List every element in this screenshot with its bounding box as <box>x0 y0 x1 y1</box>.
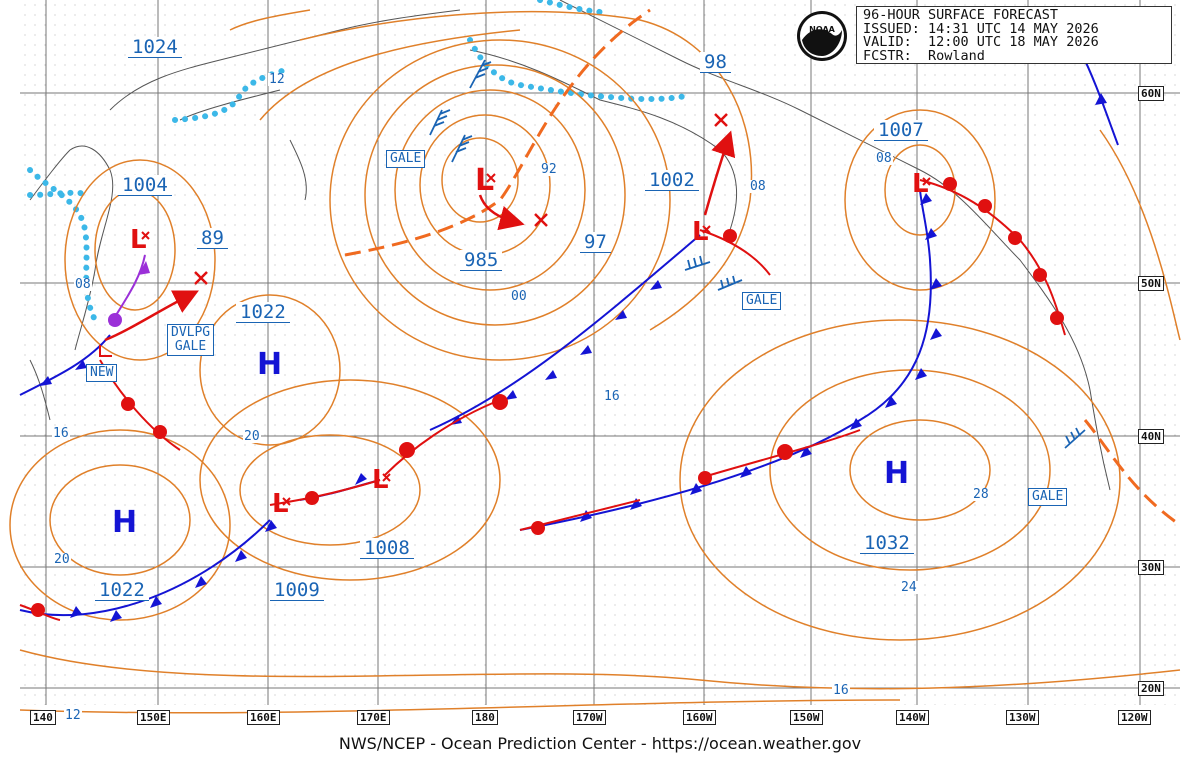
longitude-label: 140 <box>30 710 56 725</box>
longitude-label: 140W <box>896 710 929 725</box>
pressure-label: 89 <box>197 228 228 249</box>
pressure-label: 1008 <box>360 538 414 559</box>
cold-front-barbs <box>40 93 1107 622</box>
pressure-label: 1032 <box>860 533 914 554</box>
pressure-label: 1022 <box>236 302 290 323</box>
occluded-front <box>99 254 150 357</box>
coastlines <box>29 0 1111 491</box>
longitude-label: 150E <box>137 710 170 725</box>
isobar-label: 92 <box>540 162 558 177</box>
longitude-label: 170W <box>573 710 606 725</box>
longitude-label: 180 <box>472 710 498 725</box>
warm-front-bumps <box>31 177 1064 617</box>
isobar-label: 12 <box>268 72 286 87</box>
low-centers <box>141 173 931 506</box>
latitude-label: 30N <box>1138 560 1164 575</box>
low-marker: L <box>475 163 494 198</box>
isobar-label: 08 <box>749 179 767 194</box>
pressure-label: 1024 <box>128 37 182 58</box>
isobar-label: 16 <box>603 389 621 404</box>
developing-gale-line2: GALE <box>174 339 207 354</box>
isobar-label: 24 <box>900 580 918 595</box>
pressure-label: 1002 <box>645 170 699 191</box>
graticule <box>20 0 1180 705</box>
gale-warning-box: GALE <box>1028 488 1068 506</box>
pressure-label: 1004 <box>118 175 172 196</box>
isobar-label: 12 <box>64 708 82 723</box>
isobar-label: 08 <box>875 151 893 166</box>
isobar-label: 20 <box>243 429 261 444</box>
pressure-label: 98 <box>700 52 731 73</box>
high-marker: H <box>112 505 138 540</box>
pressure-label: 1007 <box>874 120 928 141</box>
forecast-header: 96-HOUR SURFACE FORECAST ISSUED: 14:31 U… <box>856 6 1172 64</box>
storm-tracks <box>104 130 736 342</box>
noaa-logo: NOAA <box>797 11 847 61</box>
header-valid: VALID: 12:00 UTC 18 MAY 2026 <box>863 34 1099 50</box>
header-forecaster: FCSTR: Rowland <box>863 47 985 64</box>
isobar-label: 16 <box>832 683 850 698</box>
longitude-label: 150W <box>790 710 823 725</box>
longitude-label: 160E <box>247 710 280 725</box>
developing-gale-line1: DVLPG <box>171 325 211 340</box>
latitude-label: 20N <box>1138 681 1164 696</box>
pressure-label: 1022 <box>95 580 149 601</box>
latitude-label: 50N <box>1138 276 1164 291</box>
pressure-label: 985 <box>460 250 503 271</box>
isobar-label: 28 <box>972 487 990 502</box>
low-markers: L L L L L L <box>130 163 929 519</box>
latitude-label: 60N <box>1138 86 1164 101</box>
high-marker: H <box>257 347 283 382</box>
longitude-label: 170E <box>357 710 390 725</box>
low-marker: L <box>272 489 289 519</box>
longitude-label: 120W <box>1118 710 1151 725</box>
header-issued: ISSUED: 14:31 UTC 14 MAY 2026 <box>863 20 1099 37</box>
isobar-label: 08 <box>74 277 92 292</box>
troughs <box>344 8 1181 527</box>
developing-gale-box: DVLPG GALE <box>167 324 215 356</box>
latitude-label: 40N <box>1138 429 1164 444</box>
pressure-label: 97 <box>580 232 611 253</box>
isobar-label: 00 <box>510 289 528 304</box>
high-marker: H <box>884 456 910 491</box>
low-marker: L <box>912 169 929 199</box>
low-marker: L <box>130 225 147 255</box>
low-marker: L <box>372 465 389 495</box>
longitude-label: 130W <box>1006 710 1039 725</box>
isobar-label: 16 <box>52 426 70 441</box>
pressure-label: 1009 <box>270 580 324 601</box>
longitude-label: 160W <box>683 710 716 725</box>
gale-warning-box: GALE <box>742 292 782 310</box>
new-system-box: NEW <box>86 364 118 382</box>
forecast-positions <box>194 113 728 285</box>
noaa-logo-text: NOAA <box>809 25 835 34</box>
header-title: 96-HOUR SURFACE FORECAST <box>863 7 1059 23</box>
low-marker: L <box>692 217 709 247</box>
isobar-label: 20 <box>53 552 71 567</box>
credit-line: NWS/NCEP - Ocean Prediction Center - htt… <box>338 734 862 753</box>
wind-barbs <box>429 59 1086 449</box>
gale-warning-box: GALE <box>386 150 426 168</box>
